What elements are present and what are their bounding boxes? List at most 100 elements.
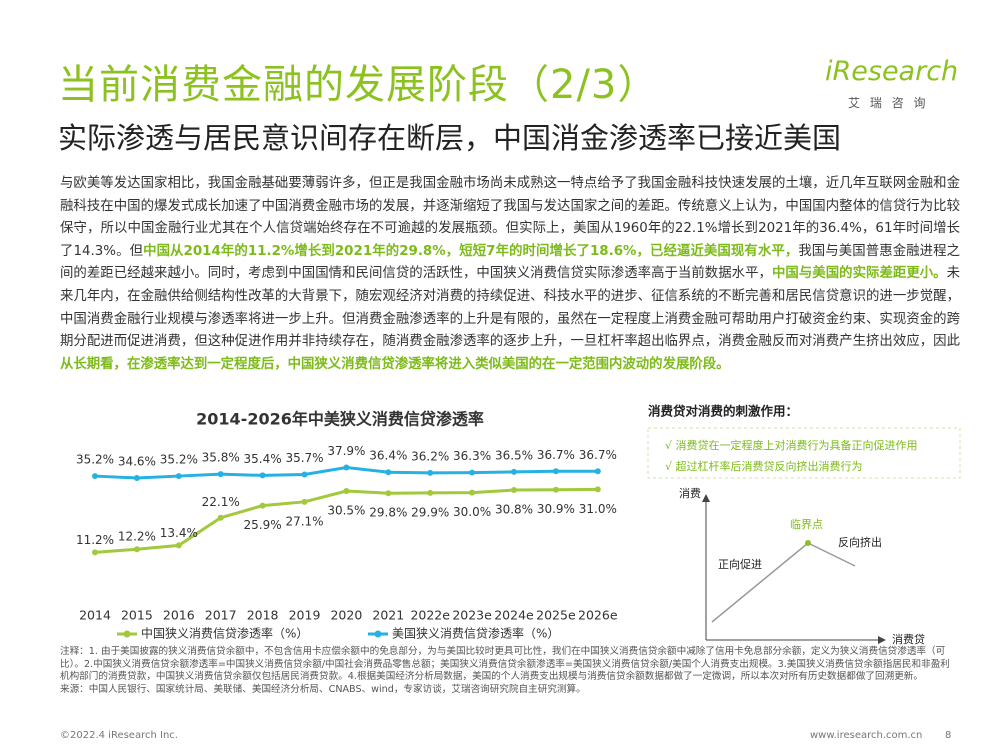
arrow-head: [878, 636, 886, 644]
x-tick-label: 2014: [79, 608, 111, 623]
point: [175, 542, 182, 549]
paragraph: 与欧美等发达国家相比，我国金融基础要薄弱许多，但正是我国金融市场尚未成熟这一特点…: [60, 173, 960, 376]
data-label: 35.8%: [202, 451, 240, 465]
data-label: 12.2%: [118, 530, 156, 544]
data-label: 30.9%: [537, 502, 575, 516]
note: 注释：1. 由于美国披露的狭义消费信贷余额中，不包含信用卡应偿余额中的免息部分，…: [60, 646, 950, 683]
legend-dot: [374, 630, 382, 638]
point: [175, 473, 182, 480]
x-tick-label: 2020: [330, 608, 362, 623]
line: [94, 487, 598, 554]
point: [552, 468, 559, 475]
point: [259, 502, 266, 509]
x-tick-label: 2022e: [410, 608, 450, 623]
data-label: 35.4%: [244, 452, 282, 466]
diagram-title: 消费贷对消费的刺激作用：: [648, 404, 798, 419]
point: [259, 472, 266, 479]
x-tick-label: 2018: [247, 608, 279, 623]
x-tick-label: 2016: [163, 608, 195, 623]
point: [133, 474, 140, 481]
body-text: 未来几年内，在金融供给侧结构性改革的大背景下，随宏观经济对消费的持续促进、科技水…: [60, 266, 961, 350]
point: [385, 490, 392, 497]
subtitle: 实际渗透与居民意识间存在断层，中国消金渗透率已接近美国: [58, 121, 842, 155]
point: [594, 468, 601, 475]
data-label: 34.6%: [118, 454, 156, 468]
diagram-curve: [711, 542, 856, 623]
point: [301, 498, 308, 505]
data-label: 35.7%: [285, 451, 323, 465]
peak-label: 临界点: [790, 517, 823, 531]
data-label: 22.1%: [202, 495, 240, 509]
body-text: 我国与美国普惠金融进程之间的差距已经越来越小。同时，考虑到中国国情和民间信贷的活…: [60, 243, 961, 282]
point: [427, 469, 434, 476]
url: www.iresearch.com.cn: [810, 730, 923, 741]
notes: 注释：1. 由于美国披露的狭义消费信贷余额中，不包含信用卡应偿余额中的免息部分，…: [60, 646, 950, 696]
point: [343, 464, 350, 471]
highlight-text: 中国从2014年的11.2%增长到2021年的29.8%，短短7年的时间增长了1…: [143, 243, 799, 259]
rise-label: 正向促进: [718, 557, 762, 571]
point: [552, 486, 559, 493]
logo: iResearch: [825, 56, 959, 87]
point: [511, 468, 517, 475]
highlight-text: 从长期看，在渗透率达到一定程度后，中国狭义消费信贷渗透率将进入类似美国的在一定范…: [60, 356, 730, 372]
chart: 2014 2015 2016 2017 2018 2019 2020 2021 2022e 202…: [76, 444, 618, 641]
point: [92, 473, 98, 480]
point: [92, 549, 98, 556]
legend-label: 美国狭义消费信贷渗透率（%）: [392, 626, 559, 641]
axis-label: 消费贷: [892, 632, 925, 646]
x-tick-label: 2023e: [452, 608, 492, 623]
fall-label: 反向挤出: [838, 535, 882, 549]
data-label: 29.9%: [411, 505, 449, 519]
diagram-point: √ 超过杠杆率后消费贷反向挤出消费行为: [665, 459, 863, 473]
x-tick-label: 2024e: [494, 608, 534, 623]
copyright: ©2022.4 iResearch Inc.: [60, 730, 178, 741]
data-label: 36.4%: [369, 449, 407, 463]
diagram-point: √ 消费贷在一定程度上对消费行为具备正向促进作用: [665, 438, 918, 452]
page-number: 8: [945, 730, 952, 741]
point: [217, 471, 224, 478]
data-label: 37.9%: [327, 444, 365, 458]
data-label: 30.8%: [495, 503, 533, 517]
x-tick-label: 2019: [289, 608, 321, 623]
diagram-box: [647, 427, 961, 479]
title: 当前消费金融的发展阶段（2/3）: [58, 62, 659, 108]
point: [301, 471, 308, 478]
data-label: 31.0%: [579, 502, 617, 516]
data-label: 36.7%: [579, 448, 617, 462]
body-text: 与欧美等发达国家相比，我国金融基础要薄弱许多，但正是我国金融市场尚未成熟这一特点…: [60, 176, 960, 259]
point: [469, 469, 476, 476]
data-label: 36.5%: [495, 448, 533, 462]
point: [427, 489, 434, 496]
chart-title: 2014-2026年中美狭义消费信贷渗透率: [196, 410, 484, 429]
data-label: 27.1%: [285, 514, 323, 528]
point: [469, 489, 476, 496]
point: [343, 488, 350, 495]
logo-sub: 艾 瑞 咨 询: [848, 96, 929, 110]
axis-label: 消费: [679, 486, 701, 500]
source: 来源：中国人民银行、国家统计局、美联储、美国经济分析局、CNABS、wind，专…: [60, 683, 586, 695]
data-label: 35.2%: [160, 453, 198, 467]
x-tick-label: 2025e: [536, 608, 576, 623]
data-label: 11.2%: [76, 533, 114, 547]
arrow-head: [702, 494, 710, 502]
data-label: 29.8%: [369, 506, 407, 520]
data-label: 35.2%: [76, 453, 114, 467]
point: [511, 487, 517, 494]
data-label: 36.3%: [453, 449, 491, 463]
data-label: 13.4%: [160, 526, 198, 540]
x-tick-label: 2026e: [578, 608, 618, 623]
peak-dot: [805, 540, 811, 546]
data-label: 36.2%: [411, 449, 449, 463]
x-tick-label: 2015: [121, 608, 153, 623]
highlight-text: 中国与美国的实际差距更小。: [771, 266, 947, 282]
point: [594, 486, 601, 493]
point: [385, 469, 392, 476]
x-tick-label: 2017: [205, 608, 237, 623]
data-label: 25.9%: [244, 518, 282, 532]
x-tick-label: 2021: [372, 608, 404, 623]
point: [217, 514, 224, 521]
data-label: 36.7%: [537, 448, 575, 462]
data-label: 30.5%: [327, 504, 365, 518]
